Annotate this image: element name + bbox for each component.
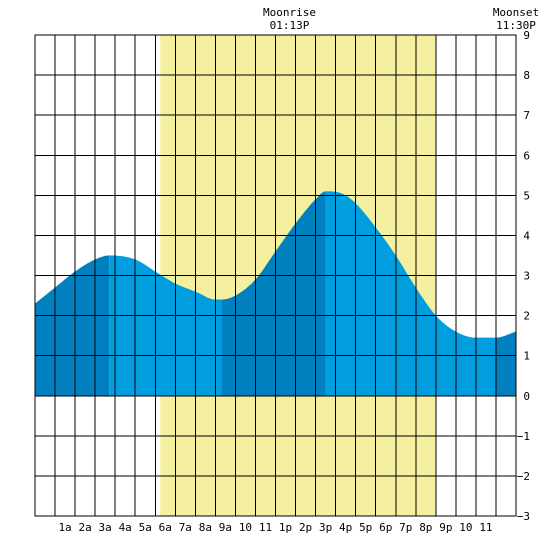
tide-segment-2 bbox=[109, 255, 222, 396]
y-tick-label: 5 bbox=[523, 189, 530, 202]
tide-segment-5 bbox=[495, 331, 516, 396]
y-tick-label: 0 bbox=[523, 390, 530, 403]
moon-annotation-label: Moonrise bbox=[263, 6, 316, 19]
x-tick-label: 6p bbox=[379, 521, 392, 534]
x-tick-label: 2p bbox=[299, 521, 312, 534]
x-tick-label: 1a bbox=[58, 521, 71, 534]
x-tick-label: 11 bbox=[259, 521, 272, 534]
y-tick-label: 4 bbox=[523, 229, 530, 242]
x-tick-label: 4a bbox=[119, 521, 132, 534]
x-tick-label: 7a bbox=[179, 521, 192, 534]
x-tick-label: 10 bbox=[239, 521, 252, 534]
x-tick-label: 9a bbox=[219, 521, 232, 534]
x-tick-labels: 1a 2a 3a 4a 5a 6a 7a 8a 9a 10 11 1p 2p 3p 4p 5p 6p 7p 8p 9p… bbox=[58, 521, 492, 534]
x-tick-label: 3p bbox=[319, 521, 332, 534]
y-tick-label: −3 bbox=[517, 510, 530, 523]
tide-area-layer bbox=[35, 191, 516, 396]
x-tick-label: 1p bbox=[279, 521, 292, 534]
plot-frame bbox=[34, 34, 517, 517]
x-tick-label: 2a bbox=[78, 521, 91, 534]
tide-segment-4 bbox=[325, 191, 496, 396]
y-tick-label: −1 bbox=[517, 430, 530, 443]
y-tick-label: 9 bbox=[523, 29, 530, 42]
x-tick-label: 11 bbox=[479, 521, 492, 534]
y-tick-label: 2 bbox=[523, 310, 530, 323]
x-tick-label: 7p bbox=[399, 521, 412, 534]
x-tick-label: 8p bbox=[419, 521, 432, 534]
y-tick-label: 3 bbox=[523, 270, 530, 283]
x-tick-label: 6a bbox=[159, 521, 172, 534]
moon-annotation-time: 01:13P bbox=[270, 19, 310, 32]
tide-segment-1 bbox=[35, 255, 110, 396]
y-tick-label: −2 bbox=[517, 470, 530, 483]
y-tick-label: 1 bbox=[523, 350, 530, 363]
moon-annotation-time: 11:30P bbox=[496, 19, 536, 32]
y-tick-labels: −3 −2 −1 0 1 2 3 4 5 6 7 8 9 bbox=[517, 29, 531, 523]
x-tick-label: 10 bbox=[459, 521, 472, 534]
x-tick-label: 4p bbox=[339, 521, 352, 534]
x-tick-label: 5p bbox=[359, 521, 372, 534]
x-tick-label: 8a bbox=[199, 521, 212, 534]
grid-layer bbox=[34, 34, 517, 517]
tide-segment-3 bbox=[221, 191, 326, 396]
x-tick-label: 9p bbox=[439, 521, 452, 534]
y-tick-label: 6 bbox=[523, 149, 530, 162]
moon-annotation-label: Moonset bbox=[493, 6, 539, 19]
x-tick-label: 3a bbox=[99, 521, 112, 534]
y-tick-label: 7 bbox=[523, 109, 530, 122]
x-tick-label: 5a bbox=[139, 521, 152, 534]
y-tick-label: 8 bbox=[523, 69, 530, 82]
